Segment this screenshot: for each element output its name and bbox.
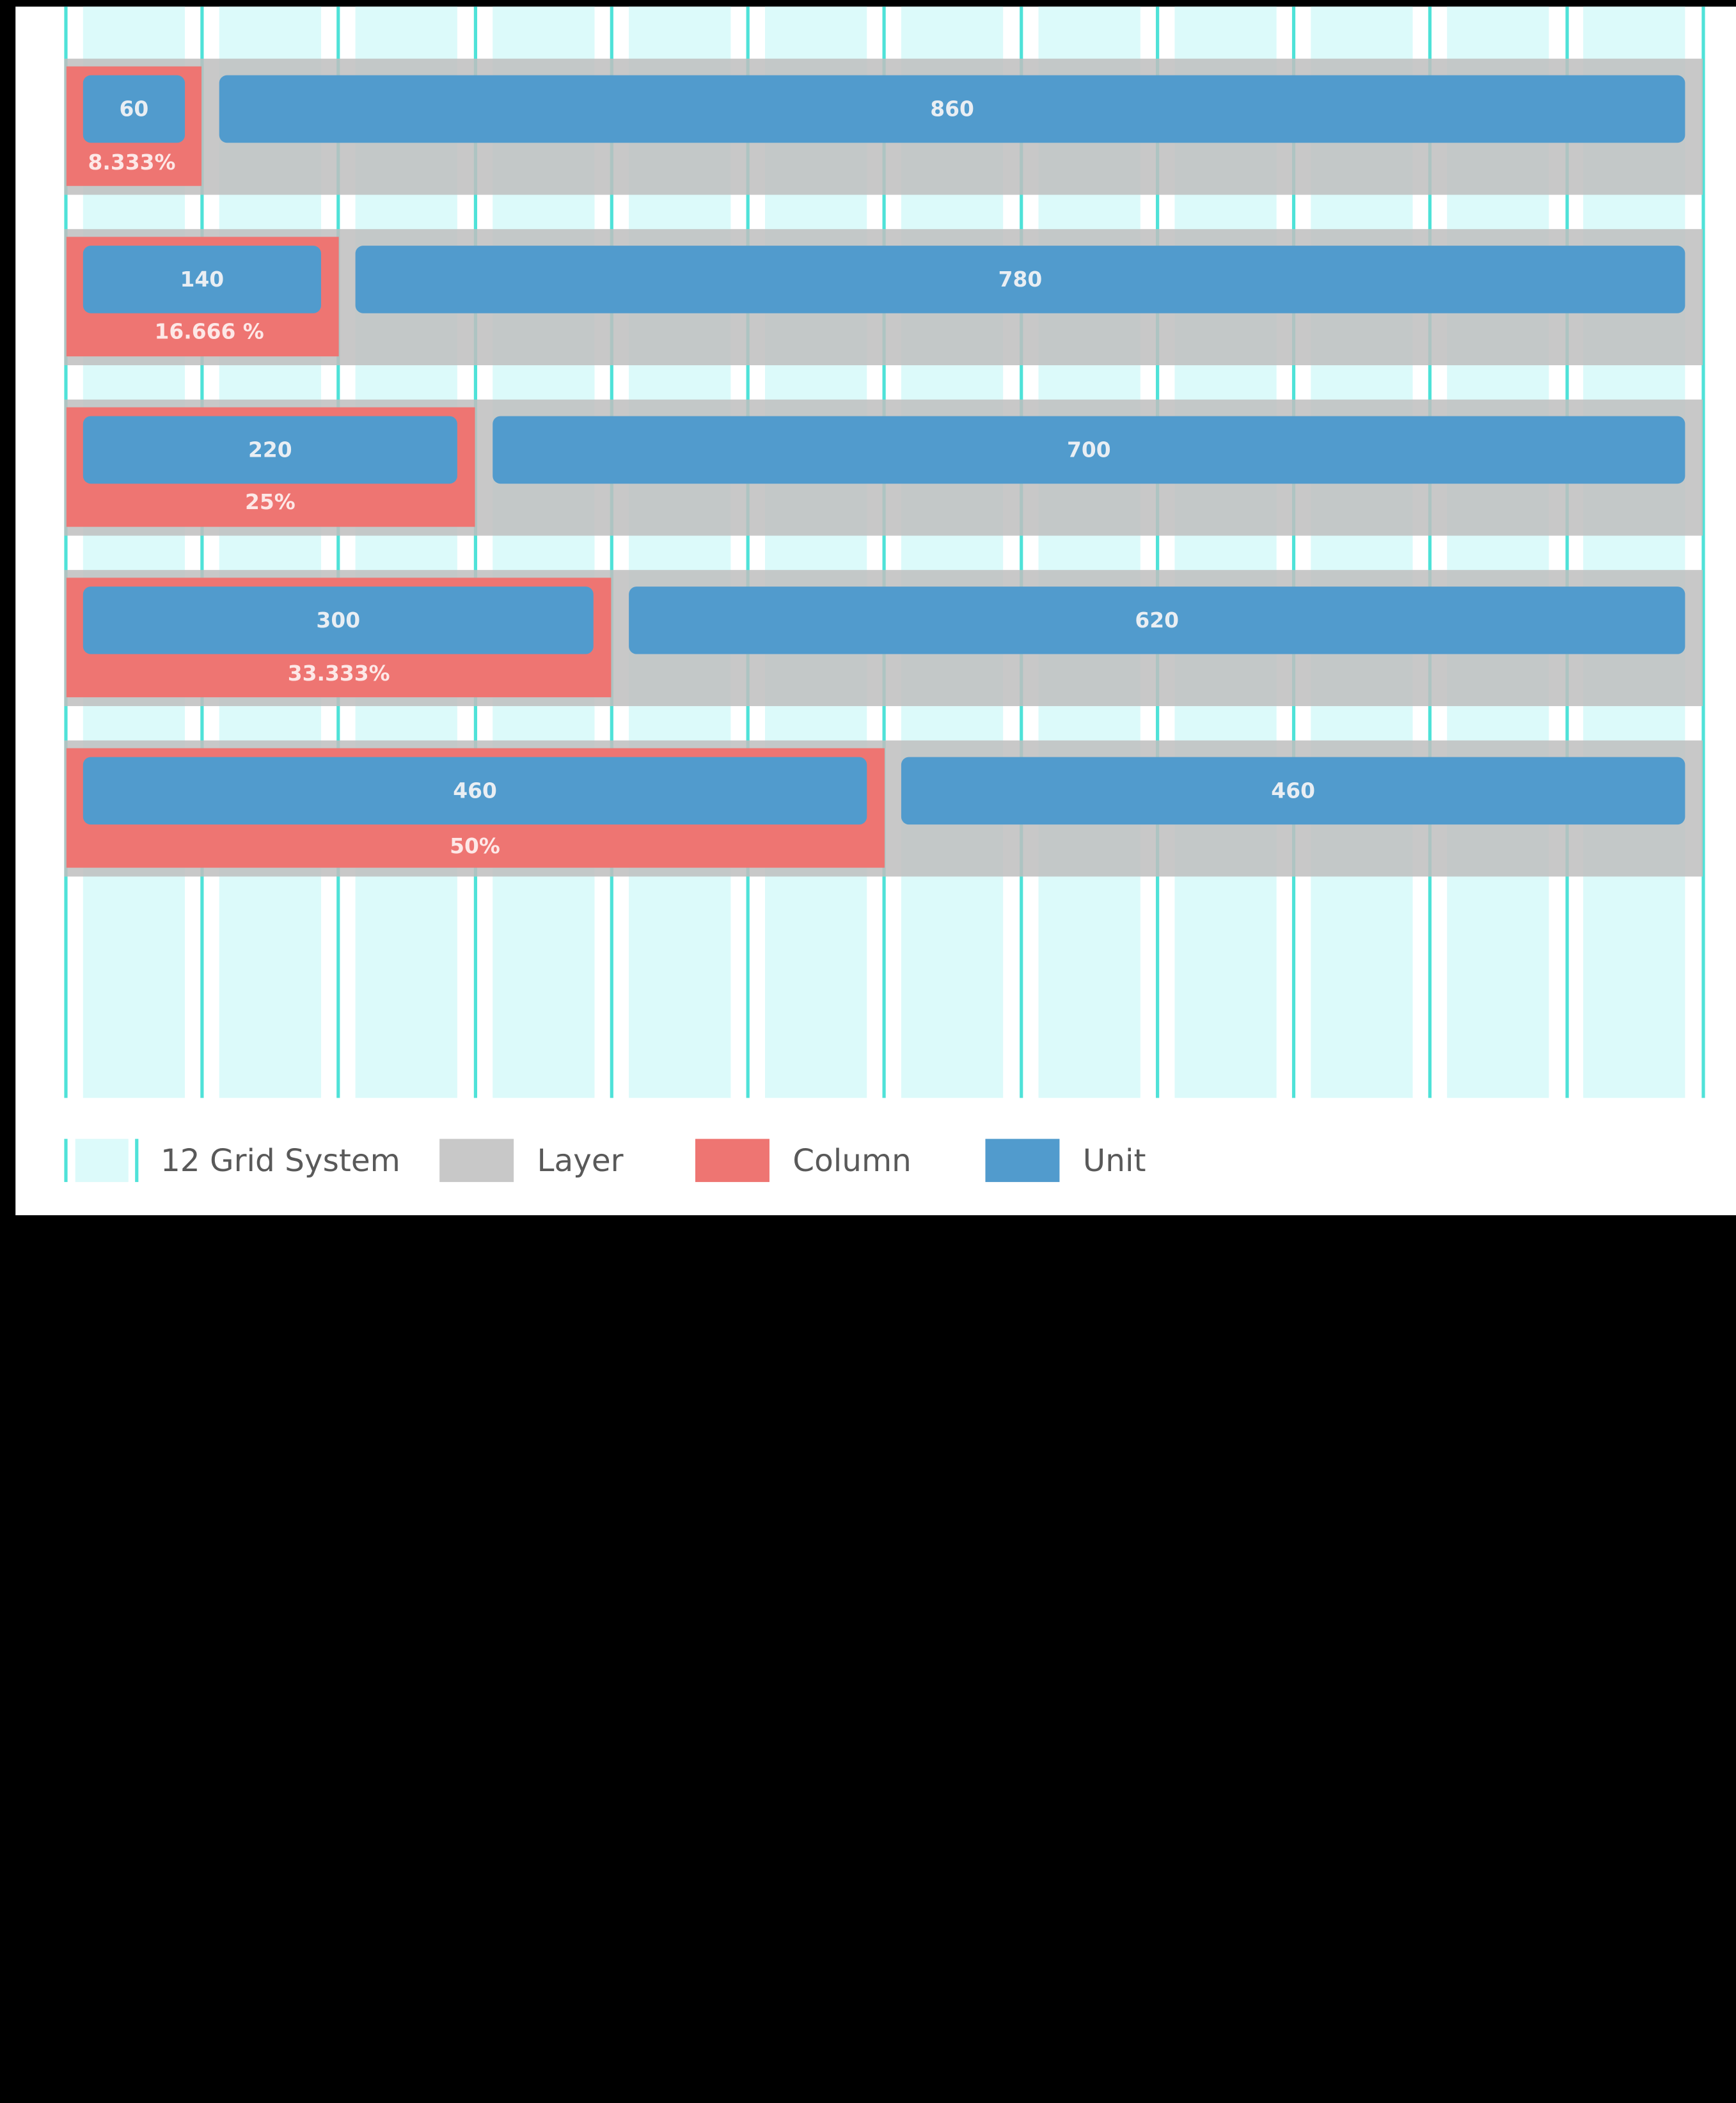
legend-column-swatch (695, 1138, 769, 1183)
legend-grid-label: 12 Grid System (160, 1142, 400, 1179)
legend-layer-label: Layer (537, 1142, 624, 1179)
unit-column-row-4: 300 (83, 587, 594, 654)
legend-grid-line (64, 1138, 68, 1183)
unit-remainder-row-1: 860 (219, 75, 1685, 143)
unit-column-row-3: 220 (83, 416, 457, 484)
legend-column-label: Column (793, 1142, 911, 1179)
unit-column-row-1: 60 (83, 75, 185, 143)
grid-line (746, 6, 750, 1098)
grid-line (200, 6, 204, 1098)
grid-line (1428, 6, 1432, 1098)
percent-label-row-1: 8.333% (88, 150, 176, 175)
unit-remainder-row-5: 460 (901, 757, 1685, 825)
unit-column-row-2: 140 (83, 246, 321, 313)
grid-line (610, 6, 613, 1098)
grid-line (1291, 6, 1296, 1098)
grid-line (1020, 6, 1023, 1098)
grid-line (882, 6, 886, 1098)
percent-label-row-5: 50% (450, 834, 500, 859)
grid-line (473, 6, 478, 1098)
percent-label-row-4: 33.333% (287, 661, 390, 686)
legend-layer-swatch (439, 1138, 514, 1183)
grid-line (1156, 6, 1160, 1098)
legend-unit-swatch (985, 1138, 1060, 1183)
legend-grid-fill (75, 1138, 129, 1183)
grid-line (64, 6, 68, 1098)
percent-label-row-3: 25% (244, 490, 296, 515)
unit-remainder-row-4: 620 (629, 587, 1685, 654)
unit-remainder-row-3: 700 (493, 416, 1685, 484)
grid-line (1701, 6, 1705, 1098)
grid-line (336, 6, 340, 1098)
legend-unit-label: Unit (1082, 1142, 1146, 1179)
unit-remainder-row-2: 780 (355, 246, 1685, 313)
unit-column-row-5: 460 (83, 757, 867, 825)
legend-grid-line (135, 1138, 139, 1183)
percent-label-row-2: 16.666 % (154, 320, 264, 345)
grid-line (1565, 6, 1569, 1098)
